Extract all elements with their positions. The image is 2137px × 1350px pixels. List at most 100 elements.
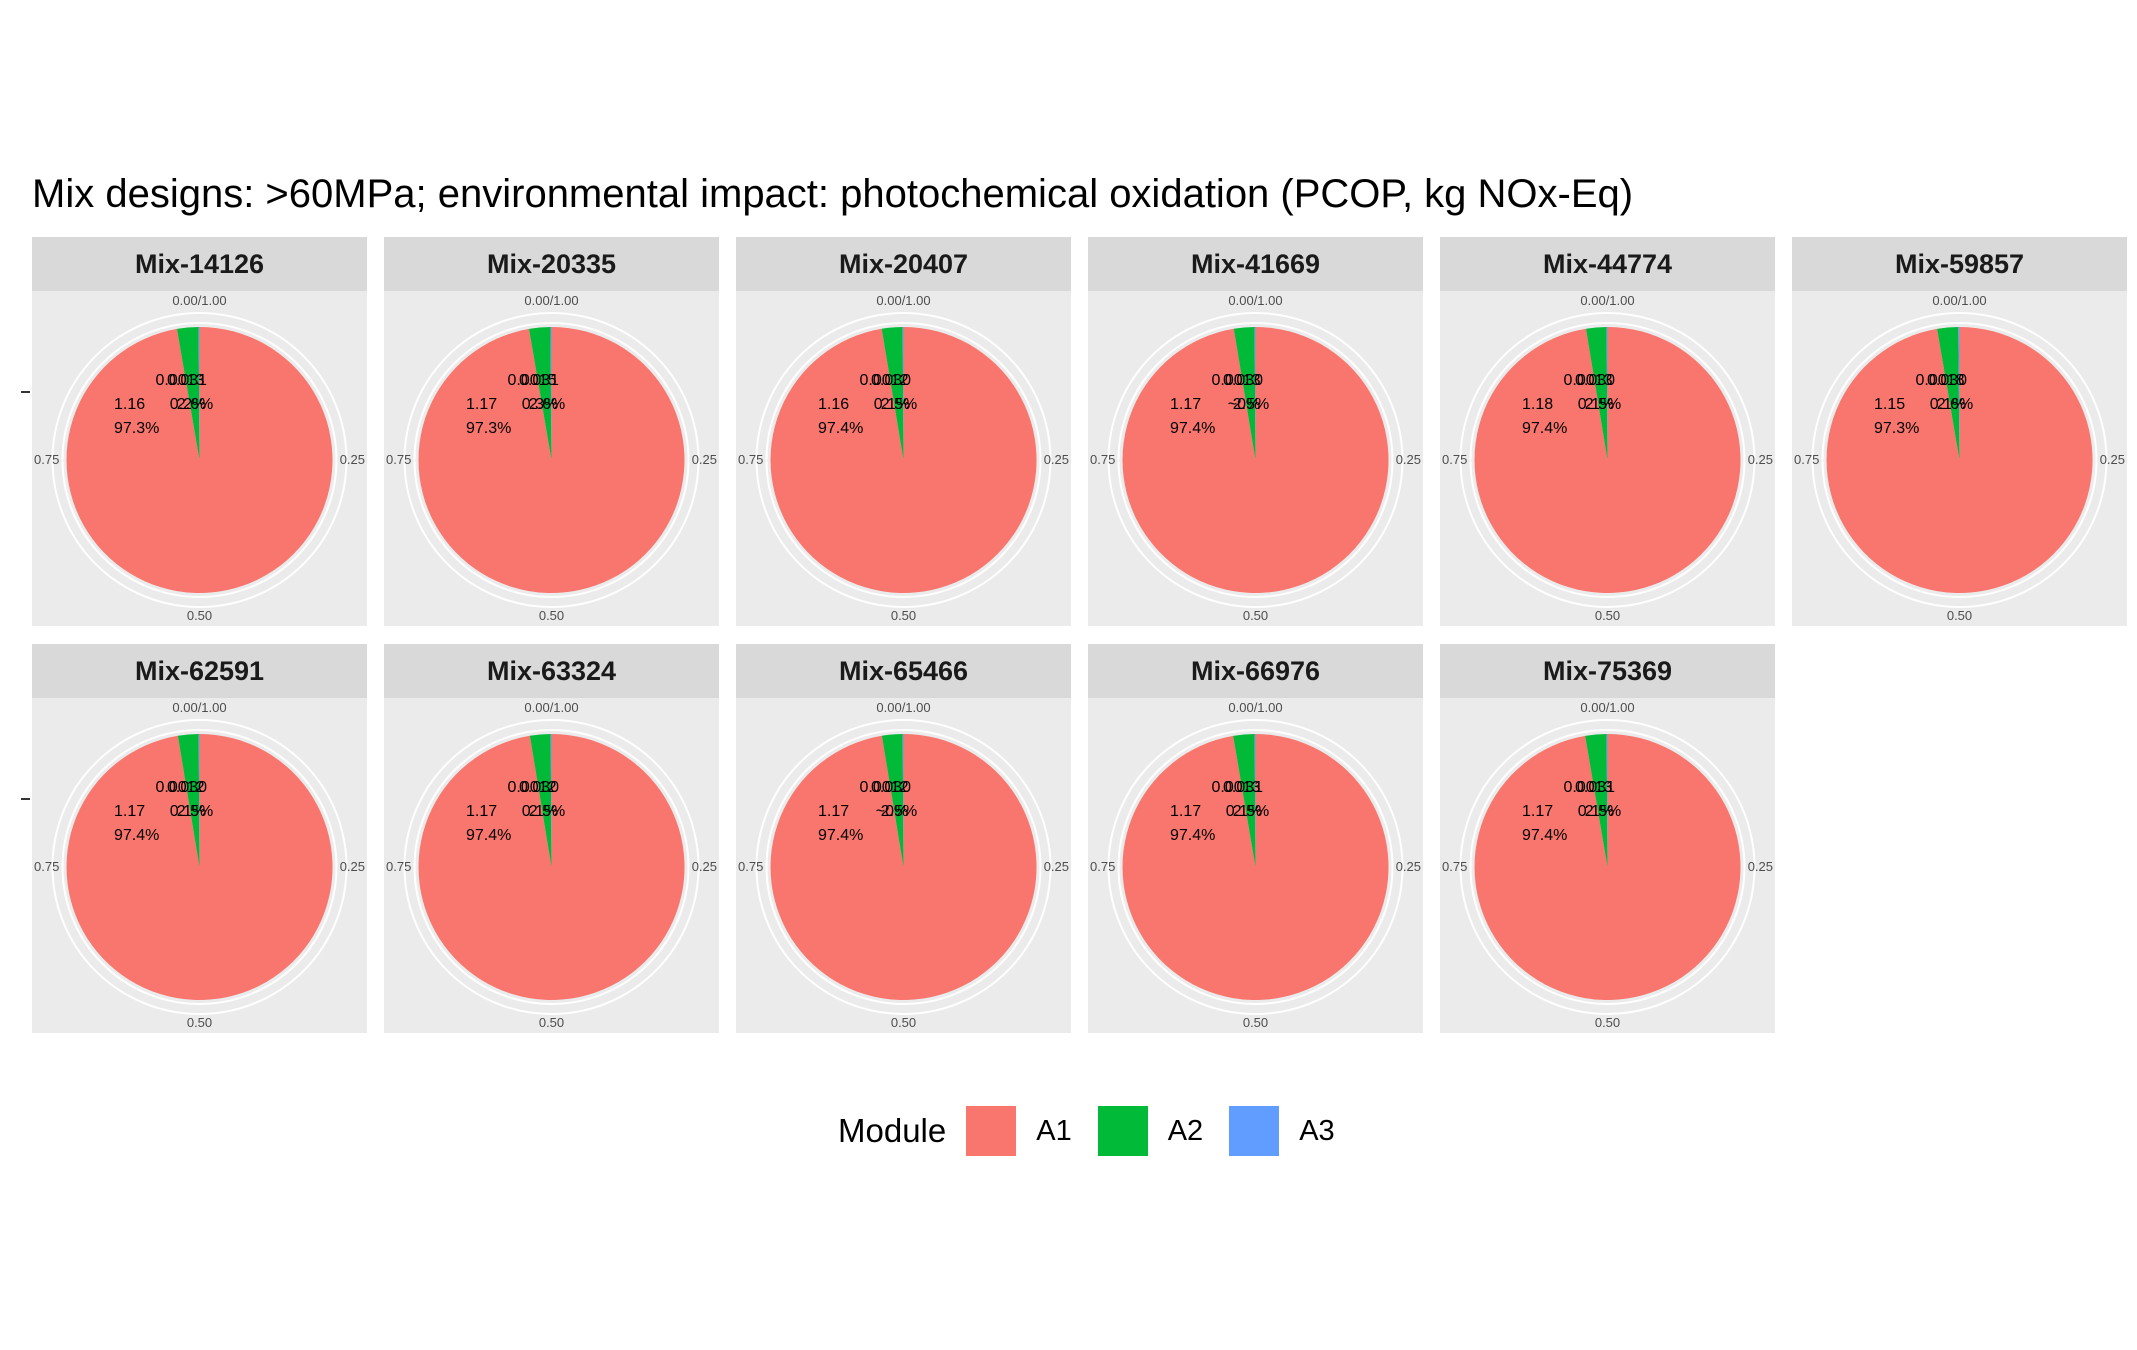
theta-tick-label: 0.25 (692, 859, 717, 874)
theta-tick-label: 0.50 (1595, 608, 1620, 623)
facet-strip-label: Mix-63324 (384, 644, 719, 698)
theta-tick-label: 0.25 (1396, 452, 1421, 467)
slice-value-label: 1.17 (466, 396, 497, 413)
slice-label-a1: 1.17 97.4% (466, 803, 511, 844)
slice-label-a2: 0.031 2.6% (519, 372, 565, 413)
facet-panel: Mix-59857 0.00/1.00 0.25 0.50 0.75 1.15 97.3% 0… (1792, 237, 2127, 626)
facet-panel: Mix-44774 0.00/1.00 0.25 0.50 0.75 1.18 97.4% 0… (1440, 237, 1775, 626)
theta-tick-label: 0.75 (386, 452, 411, 467)
theta-tick-label: 0.75 (738, 859, 763, 874)
theta-tick-label: 0.25 (1748, 452, 1773, 467)
pie-svg: 0.00/1.000.250.500.751.1797.4%0.0312.5%0… (1442, 700, 1773, 1030)
theta-tick-label: 0.00/1.00 (1580, 293, 1634, 308)
slice-percent-label: 2.5% (1233, 803, 1269, 820)
slice-label-a1: 1.15 97.3% (1874, 396, 1919, 437)
pie-svg: 0.00/1.000.250.500.751.1797.4%0.0302.5%0… (1090, 293, 1421, 623)
slice-percent-label: ~0% (876, 803, 908, 820)
chart-title: Mix designs: >60MPa; environmental impac… (32, 172, 1634, 216)
slice-label-a1: 1.17 97.4% (1170, 803, 1215, 844)
facet-panel: Mix-20335 0.00/1.00 0.25 0.50 0.75 1.17 97.3% 0… (384, 237, 719, 626)
slice-value-label: 0.031 (519, 372, 559, 389)
polar-grid-circle (1117, 729, 1394, 1005)
theta-tick-label: 0.00/1.00 (172, 700, 226, 715)
legend-title: Module (838, 1112, 947, 1149)
slice-percent-label: 2.5% (881, 396, 917, 413)
slice-percent-label: 2.5% (1585, 396, 1621, 413)
slice-percent-label: 0.1% (522, 803, 558, 820)
slice-label-a2: 0.031 2.5% (1223, 779, 1269, 820)
theta-tick-label: 0.75 (1442, 452, 1467, 467)
facet-panel: Mix-14126 0.00/1.00 0.25 0.50 0.75 1.16 97.3% 0… (32, 237, 367, 626)
slice-label-a3: 0.0012 0.1% (860, 372, 911, 413)
slice-percent-label: 0.1% (170, 803, 206, 820)
slice-label-a3: 0.0013 0.1% (1564, 372, 1615, 413)
theta-tick-label: 0.50 (891, 608, 916, 623)
polar-grid-circle (1821, 322, 2098, 598)
slice-label-a3: 0.0018 0.1% (1916, 372, 1967, 413)
slice-percent-label: 2.5% (177, 803, 213, 820)
slice-percent-label: 0.3% (522, 396, 558, 413)
theta-tick-label: 0.50 (1947, 608, 1972, 623)
slice-percent-label: 2.6% (1937, 396, 1973, 413)
slice-percent-label: 97.3% (1874, 420, 1919, 437)
polar-grid-circle (765, 729, 1042, 1005)
slice-percent-label: 97.4% (1170, 420, 1215, 437)
theta-tick-label: 0.25 (340, 859, 365, 874)
slice-label-a1: 1.16 97.4% (818, 396, 863, 437)
slice-value-label: 1.15 (1874, 396, 1905, 413)
pie-slice-a2 (1937, 327, 1960, 460)
facet-plot-area: 0.00/1.00 0.25 0.50 0.75 1.17 97.4% 0.031 2.5% 0… (1440, 698, 1775, 1033)
slice-percent-label: 2.5% (881, 803, 917, 820)
facet-panel: Mix-41669 0.00/1.00 0.25 0.50 0.75 1.17 97.4% 0… (1088, 237, 1423, 626)
theta-tick-label: 0.25 (1044, 452, 1069, 467)
theta-tick-label: 0.00/1.00 (1228, 293, 1282, 308)
slice-percent-label: 2.5% (1233, 396, 1269, 413)
slice-label-a1: 1.17 97.4% (1522, 803, 1567, 844)
pie-slice-a2 (881, 734, 904, 867)
slice-label-a1: 1.17 97.3% (466, 396, 511, 437)
slice-label-a2: 0.030 2.5% (519, 779, 565, 820)
slice-label-a1: 1.17 97.4% (1170, 396, 1215, 437)
polar-grid-circle (1107, 312, 1404, 608)
slice-label-a3: 0.0012 0.1% (156, 779, 207, 820)
pie-slice-a2 (176, 327, 200, 460)
slice-percent-label: 2.6% (529, 396, 565, 413)
slice-value-label: 0.030 (871, 372, 911, 389)
polar-grid-circle (403, 719, 700, 1015)
slice-label-a1: 1.18 97.4% (1522, 396, 1567, 437)
facet-strip-label: Mix-65466 (736, 644, 1071, 698)
pie-slice-a3 (550, 733, 552, 867)
pie-slice-a2 (177, 734, 200, 867)
polar-grid-circle (403, 312, 700, 608)
slice-label-a1: 1.16 97.3% (114, 396, 159, 437)
theta-tick-label: 0.50 (187, 608, 212, 623)
theta-tick-label: 0.50 (1243, 608, 1268, 623)
theta-tick-label: 0.00/1.00 (524, 700, 578, 715)
polar-grid-circle (755, 312, 1052, 608)
facet-panel: Mix-65466 0.00/1.00 0.25 0.50 0.75 1.17 97.4% 0… (736, 644, 1071, 1033)
legend-item-a3: A3 (1229, 1106, 1340, 1156)
slice-value-label: 0.031 (1223, 779, 1263, 796)
facet-strip-label: Mix-20335 (384, 237, 719, 291)
pie-slice-a3 (1606, 326, 1608, 460)
slice-percent-label: 0.1% (1930, 396, 1966, 413)
pie-svg: 0.00/1.000.250.500.751.1797.4%0.0312.5%0… (1090, 700, 1421, 1030)
legend-key-a2 (1097, 1106, 1148, 1156)
theta-tick-label: 0.00/1.00 (1580, 700, 1634, 715)
facet-strip-label: Mix-75369 (1440, 644, 1775, 698)
slice-value-label: 0.0012 (156, 779, 205, 796)
pie-slice-a3 (198, 326, 200, 460)
legend: Module A1 A2 A3 (838, 1105, 1361, 1157)
pie-slice-a1 (1122, 734, 1389, 1000)
pie-slice-a2 (1585, 734, 1608, 867)
facet-strip-label: Mix-41669 (1088, 237, 1423, 291)
polar-grid-circle (1469, 729, 1746, 1005)
pie-slice-a2 (881, 327, 904, 460)
facet-plot-area: 0.00/1.00 0.25 0.50 0.75 1.17 97.4% 0.030 2.5% 0… (384, 698, 719, 1033)
theta-tick-label: 0.75 (1090, 452, 1115, 467)
pie-slice-a1 (1474, 327, 1741, 593)
slice-value-label: 1.17 (466, 803, 497, 820)
theta-tick-label: 0.75 (34, 452, 59, 467)
pie-svg: 0.00/1.000.250.500.751.1597.3%0.0302.6%0… (1794, 293, 2125, 623)
slice-value-label: 0.031 (167, 372, 207, 389)
